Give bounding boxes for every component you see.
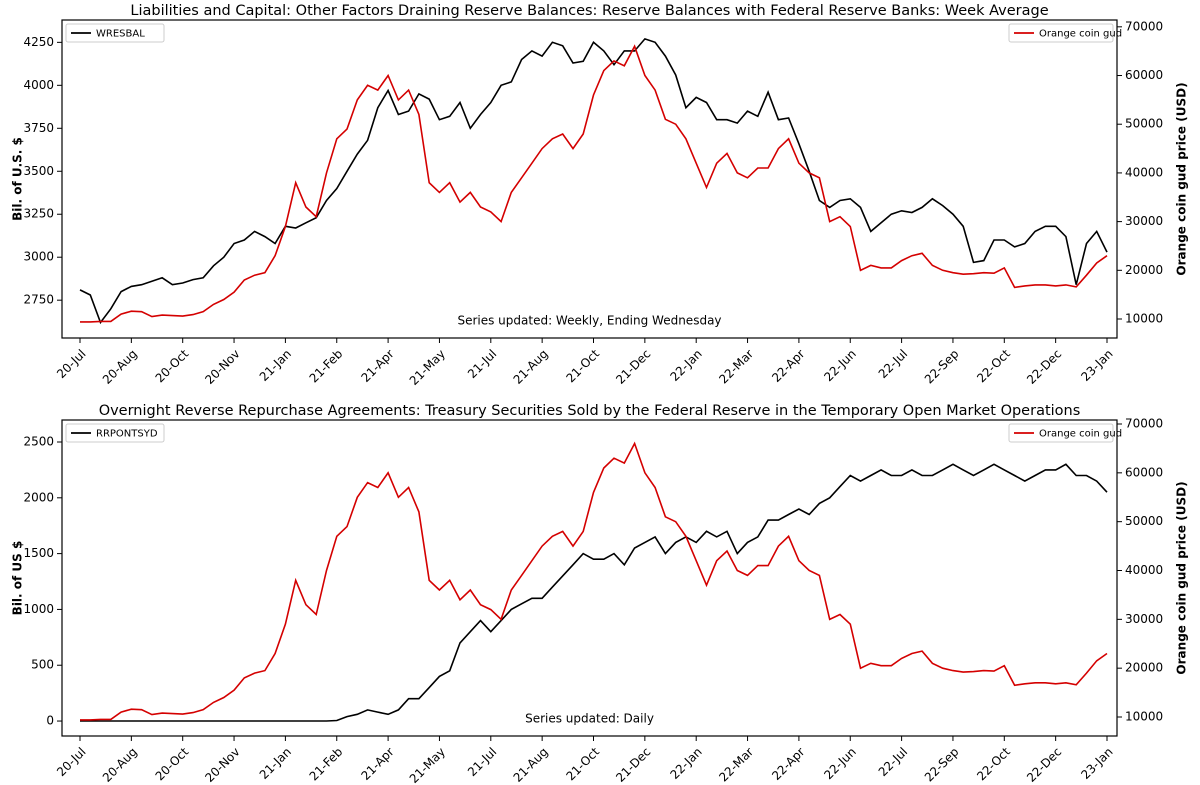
series-line	[80, 441, 1108, 721]
x-tick-label: 21-Feb	[307, 347, 346, 386]
y2-tick-label: 50000	[1125, 514, 1163, 528]
x-tick-label: 21-Apr	[358, 745, 396, 783]
x-tick-label: 22-Oct	[974, 346, 1013, 385]
y-axis-label: Bil. of US $	[11, 541, 25, 616]
x-tick-label: 22-Oct	[974, 744, 1013, 783]
y2-tick-label: 30000	[1125, 214, 1163, 228]
x-tick-label: 20-Jul	[54, 745, 88, 779]
x-tick-label: 22-Jun	[821, 745, 858, 782]
series-line	[80, 463, 1108, 722]
x-tick-label: 22-Jun	[821, 347, 858, 384]
y2-axis-label: Orange coin gud price (USD)	[1175, 481, 1189, 674]
y-tick-label: 2750	[23, 293, 54, 307]
x-tick-label: 20-Nov	[202, 745, 242, 785]
legend-label: Orange coin gud	[1039, 29, 1122, 40]
y-tick-label: 3000	[23, 250, 54, 264]
x-tick-label: 21-Oct	[563, 744, 602, 783]
x-tick-label: 21-May	[407, 745, 448, 785]
x-tick-label: 20-Oct	[153, 346, 192, 385]
x-tick-label: 22-Mar	[716, 745, 756, 785]
plot-frame	[61, 19, 1118, 339]
x-tick-label: 20-Nov	[202, 347, 242, 387]
legend-box	[1008, 423, 1114, 443]
x-tick-label: 22-Jul	[876, 745, 910, 779]
x-tick-label: 22-Sep	[922, 745, 962, 785]
legend-label: Orange coin gud	[1039, 429, 1122, 440]
legend-box	[1008, 23, 1114, 43]
y-tick-label: 4000	[23, 78, 54, 92]
x-tick-label: 20-Aug	[100, 745, 140, 785]
y2-axis-label: Orange coin gud price (USD)	[1175, 82, 1189, 275]
y-tick-label: 1500	[23, 546, 54, 560]
y2-tick-label: 10000	[1125, 312, 1163, 326]
y-tick-label: 4250	[23, 35, 54, 49]
y-tick-label: 2000	[23, 490, 54, 504]
annotation: Series updated: Daily	[525, 712, 654, 726]
x-tick-label: 21-Jan	[257, 347, 294, 384]
series-line	[80, 44, 1108, 323]
x-tick-label: 21-Aug	[511, 745, 551, 785]
x-tick-label: 22-Apr	[769, 347, 807, 385]
x-tick-label: 22-Dec	[1024, 347, 1064, 387]
x-tick-label: 21-Jan	[257, 745, 294, 782]
y-tick-label: 3500	[23, 164, 54, 178]
x-tick-label: 21-Apr	[358, 347, 396, 385]
y2-tick-label: 40000	[1125, 165, 1163, 179]
x-tick-label: 22-Jan	[667, 745, 704, 782]
y2-tick-label: 10000	[1125, 710, 1163, 724]
x-tick-label: 21-May	[407, 347, 448, 388]
plot-frame	[61, 419, 1118, 737]
x-tick-label: 21-Aug	[511, 347, 551, 387]
x-tick-label: 21-Jul	[465, 745, 499, 779]
y-tick-label: 3750	[23, 121, 54, 135]
y2-tick-label: 60000	[1125, 68, 1163, 82]
y2-tick-label: 70000	[1125, 417, 1163, 431]
legend-box	[65, 423, 165, 443]
y-axis-label: Bil. of U.S. $	[11, 137, 25, 221]
x-tick-label: 21-Feb	[307, 745, 346, 784]
y-tick-label: 3250	[23, 207, 54, 221]
y2-tick-label: 20000	[1125, 661, 1163, 675]
y2-tick-label: 30000	[1125, 612, 1163, 626]
y2-tick-label: 50000	[1125, 117, 1163, 131]
x-tick-label: 21-Jul	[465, 347, 499, 381]
x-tick-label: 21-Dec	[613, 745, 653, 785]
x-tick-label: 22-Sep	[922, 347, 962, 387]
chart-title: Overnight Reverse Repurchase Agreements:…	[99, 403, 1081, 419]
annotation: Series updated: Weekly, Ending Wednesday	[457, 314, 721, 328]
y2-tick-label: 60000	[1125, 465, 1163, 479]
legend-box	[65, 23, 165, 43]
x-tick-label: 20-Aug	[100, 347, 140, 387]
x-tick-label: 23-Jan	[1078, 347, 1115, 384]
legend-label: WRESBAL	[96, 29, 145, 40]
x-tick-label: 22-Apr	[769, 745, 807, 783]
x-tick-label: 22-Jul	[876, 347, 910, 381]
legend-label: RRPONTSYD	[96, 429, 158, 440]
x-tick-label: 22-Mar	[716, 347, 756, 387]
x-tick-label: 23-Jan	[1078, 745, 1115, 782]
y2-tick-label: 70000	[1125, 19, 1163, 33]
chart-title: Liabilities and Capital: Other Factors D…	[130, 3, 1048, 19]
y2-tick-label: 40000	[1125, 563, 1163, 577]
series-line	[79, 37, 1108, 325]
y-tick-label: 500	[31, 658, 54, 672]
x-tick-label: 22-Dec	[1024, 745, 1064, 785]
y-tick-label: 0	[46, 714, 54, 728]
y-tick-label: 1000	[23, 602, 54, 616]
x-tick-label: 20-Jul	[54, 347, 88, 381]
x-tick-label: 20-Oct	[153, 744, 192, 783]
x-tick-label: 22-Jan	[667, 347, 704, 384]
x-tick-label: 21-Dec	[613, 347, 653, 387]
y2-tick-label: 20000	[1125, 263, 1163, 277]
y-tick-label: 2500	[23, 434, 54, 448]
x-tick-label: 21-Oct	[563, 346, 602, 385]
